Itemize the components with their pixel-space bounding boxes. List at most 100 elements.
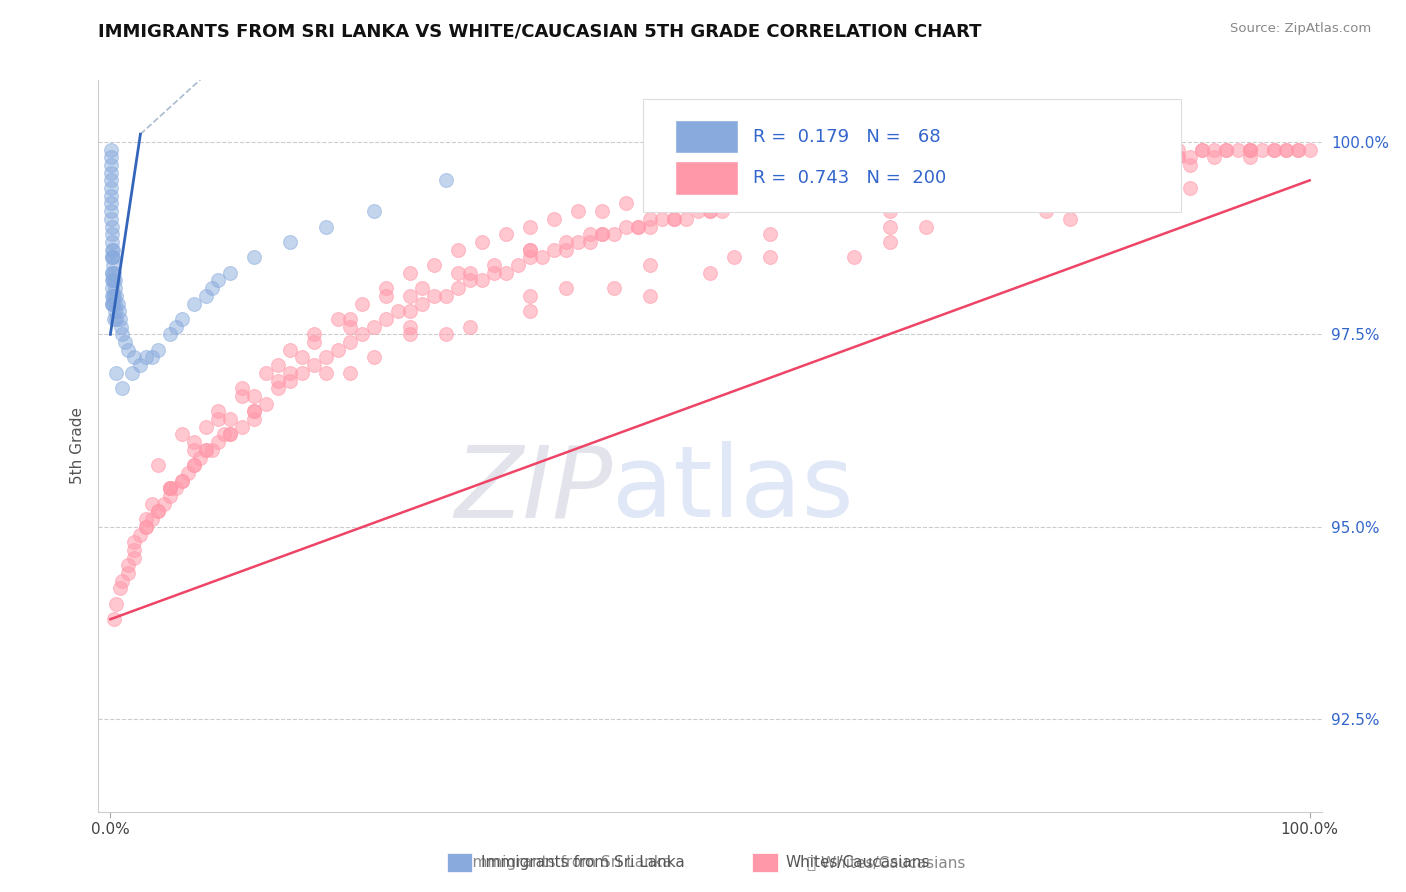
Y-axis label: 5th Grade: 5th Grade	[69, 408, 84, 484]
Point	[101, 266, 124, 280]
Point	[531, 251, 554, 265]
Point	[207, 435, 229, 450]
Point	[114, 334, 136, 349]
Point	[363, 204, 385, 219]
Point	[399, 327, 422, 342]
Point	[519, 289, 541, 303]
Point	[555, 281, 578, 295]
Point	[818, 181, 841, 195]
Point	[315, 219, 337, 234]
Point	[627, 219, 650, 234]
Point	[915, 173, 938, 187]
Point	[278, 343, 301, 357]
Point	[519, 251, 541, 265]
Point	[100, 266, 122, 280]
Point	[591, 227, 613, 242]
Point	[165, 481, 187, 495]
Point	[100, 289, 122, 303]
Point	[638, 289, 661, 303]
Text: R =  0.179   N =   68: R = 0.179 N = 68	[752, 128, 941, 145]
Point	[1119, 150, 1142, 164]
Point	[638, 211, 661, 226]
Point	[267, 358, 290, 372]
Point	[159, 327, 181, 342]
Point	[1286, 143, 1309, 157]
Point	[363, 319, 385, 334]
Point	[1107, 150, 1129, 164]
Point	[304, 334, 326, 349]
Point	[662, 211, 685, 226]
Point	[195, 442, 218, 457]
Point	[1046, 150, 1069, 164]
Point	[699, 266, 721, 280]
Point	[759, 188, 782, 202]
Point	[1035, 196, 1057, 211]
Point	[915, 219, 938, 234]
Point	[1191, 143, 1213, 157]
Point	[105, 312, 128, 326]
Point	[735, 196, 758, 211]
Point	[124, 351, 146, 365]
Point	[1022, 166, 1045, 180]
Point	[1202, 143, 1225, 157]
Point	[103, 296, 125, 310]
Point	[315, 351, 337, 365]
Point	[842, 251, 865, 265]
Point	[1178, 158, 1201, 172]
Point	[759, 173, 782, 187]
Point	[148, 504, 170, 518]
Point	[855, 173, 877, 187]
Point	[1215, 143, 1237, 157]
Point	[1059, 158, 1081, 172]
Point	[100, 296, 122, 310]
Text: atlas: atlas	[612, 442, 853, 539]
Point	[662, 188, 685, 202]
Point	[711, 204, 734, 219]
Point	[135, 520, 157, 534]
Point	[1202, 150, 1225, 164]
Point	[447, 266, 470, 280]
Point	[1167, 150, 1189, 164]
Point	[100, 188, 122, 202]
Point	[101, 235, 124, 249]
Point	[638, 188, 661, 202]
Point	[1167, 150, 1189, 164]
Point	[974, 166, 997, 180]
Point	[159, 481, 181, 495]
Point	[304, 358, 326, 372]
Point	[243, 412, 266, 426]
Point	[195, 442, 218, 457]
Point	[879, 173, 901, 187]
Point	[879, 219, 901, 234]
Point	[231, 419, 253, 434]
Point	[591, 204, 613, 219]
Point	[201, 281, 224, 295]
Point	[759, 188, 782, 202]
Point	[1070, 150, 1092, 164]
Point	[627, 219, 650, 234]
Point	[135, 351, 157, 365]
Point	[148, 458, 170, 473]
Point	[831, 166, 853, 180]
Point	[675, 211, 697, 226]
Point	[794, 188, 817, 202]
Point	[987, 166, 1010, 180]
Point	[135, 512, 157, 526]
Point	[291, 351, 314, 365]
Point	[315, 366, 337, 380]
Point	[339, 334, 361, 349]
Point	[927, 166, 949, 180]
Point	[855, 166, 877, 180]
Point	[711, 181, 734, 195]
Point	[108, 304, 129, 318]
Point	[103, 289, 125, 303]
Text: IMMIGRANTS FROM SRI LANKA VS WHITE/CAUCASIAN 5TH GRADE CORRELATION CHART: IMMIGRANTS FROM SRI LANKA VS WHITE/CAUCA…	[98, 22, 981, 40]
Point	[100, 196, 122, 211]
Point	[254, 397, 277, 411]
Point	[950, 166, 973, 180]
Point	[447, 281, 470, 295]
Point	[101, 289, 124, 303]
Point	[614, 219, 637, 234]
Point	[107, 296, 129, 310]
Point	[183, 296, 205, 310]
